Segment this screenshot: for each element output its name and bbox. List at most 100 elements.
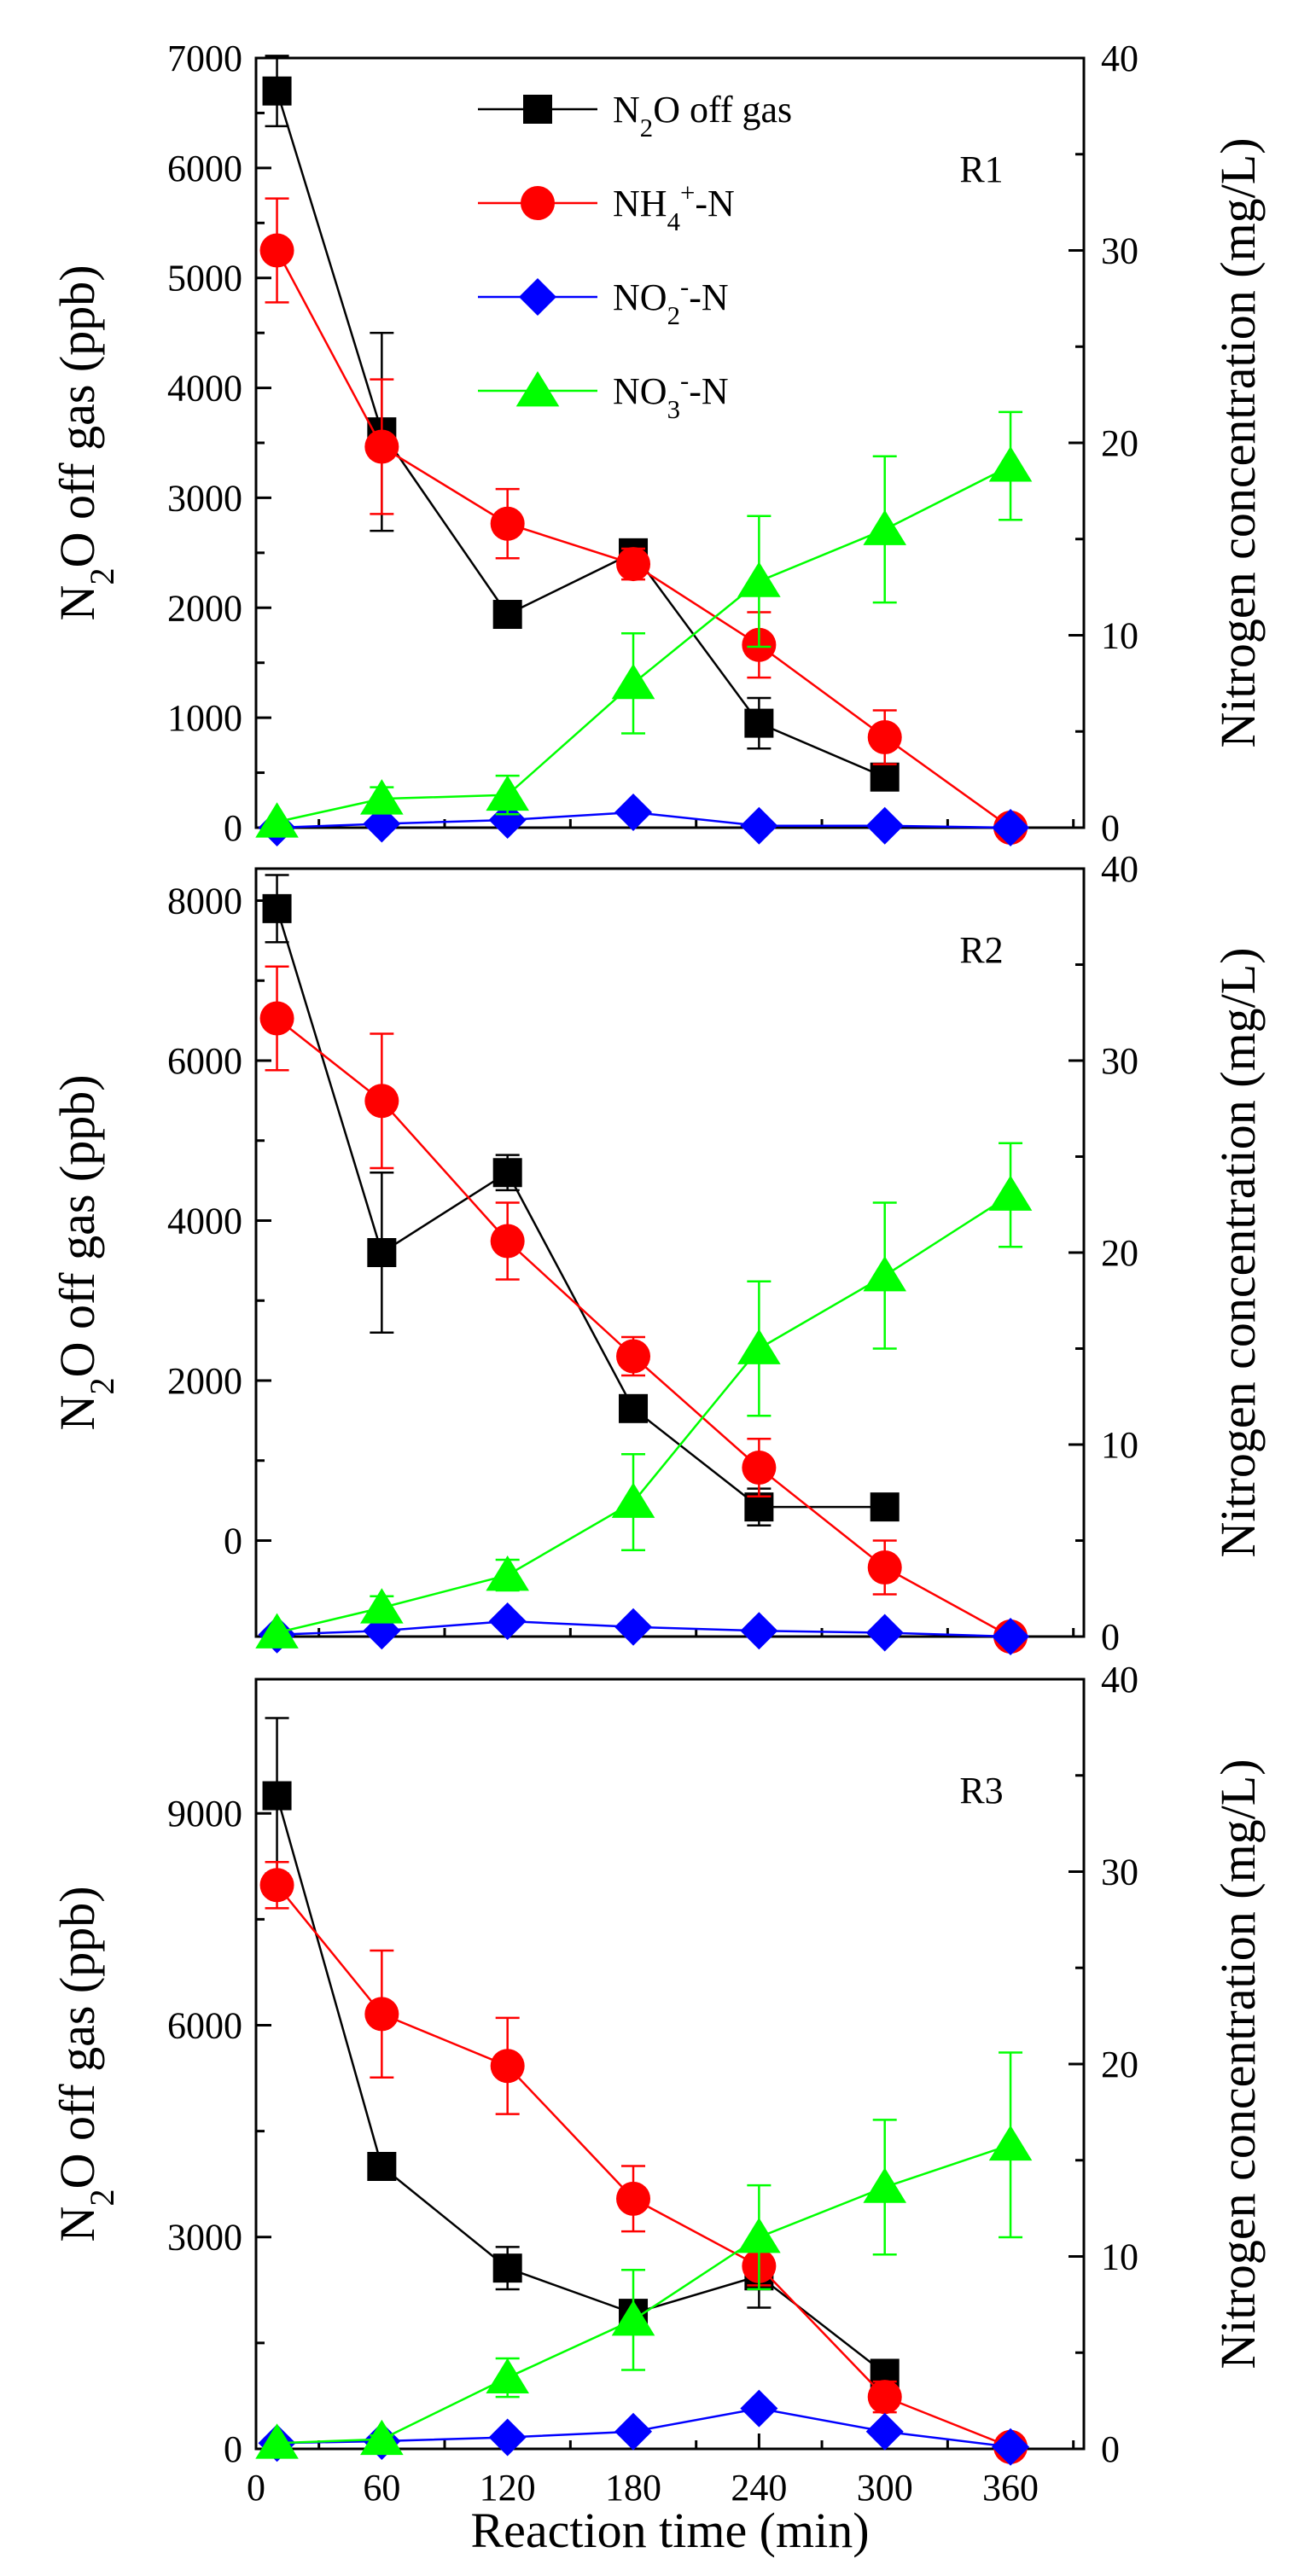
data-point (865, 1614, 904, 1652)
left-axis-title: N2O off gas (ppb) (49, 265, 121, 620)
data-point (870, 762, 900, 792)
series-line (276, 1795, 886, 2375)
panel-label: R3 (959, 1770, 1003, 1811)
data-point (364, 429, 399, 464)
data-point (259, 1001, 294, 1036)
legend-label: N2O off gas (613, 89, 792, 142)
legend-label-part: N (613, 89, 640, 131)
left-axis-title-part: 2 (83, 1377, 121, 1394)
right-tick-label: 20 (1101, 422, 1138, 464)
data-point (863, 1256, 907, 1292)
data-point (863, 509, 907, 545)
data-point (740, 806, 778, 845)
data-point (360, 779, 404, 815)
right-tick-label: 30 (1101, 1852, 1138, 1893)
data-point (367, 2151, 397, 2181)
panel-r2: 0 2000 4000 6000 8000 0 10 20 30 40 N2O off gas (p… (49, 848, 1266, 1658)
left-tick-label: 6000 (167, 148, 242, 189)
left-axis-title-part: 2 (83, 2189, 121, 2206)
legend-label: NO3--N (613, 366, 729, 424)
left-axis-title-part: N (49, 1395, 105, 1431)
x-tick-label: 360 (982, 2467, 1039, 2509)
legend-label-part: + (680, 178, 695, 207)
left-tick-label: 0 (224, 1521, 242, 1562)
left-axis-title-part: N (49, 585, 105, 621)
data-point (988, 1175, 1033, 1211)
data-point (490, 2049, 525, 2084)
data-point (867, 1550, 902, 1585)
right-tick-label: 40 (1101, 848, 1138, 890)
left-tick-label: 7000 (167, 38, 242, 79)
left-axis-title-part: O off gas (ppb) (49, 1886, 105, 2189)
data-point (492, 2253, 522, 2283)
data-point (255, 802, 299, 838)
right-axis-title: Nitrogen concentration (mg/L) (1210, 947, 1266, 1557)
data-point (865, 2412, 904, 2451)
data-point (616, 2181, 651, 2216)
right-tick-label: 40 (1101, 38, 1138, 79)
right-tick-label: 30 (1101, 230, 1138, 272)
data-point (259, 1868, 294, 1903)
data-point (867, 2380, 902, 2415)
left-tick-label: 2000 (167, 1360, 242, 1402)
panel-label: R2 (959, 929, 1003, 971)
legend-label-part: - (680, 366, 689, 395)
data-point (262, 893, 292, 923)
data-point (614, 2412, 653, 2451)
legend-label-part: 2 (640, 113, 653, 142)
data-point (737, 1329, 781, 1364)
series-square (262, 55, 900, 792)
data-point (492, 600, 522, 630)
left-axis-title-part: 2 (83, 567, 121, 584)
data-point (488, 2418, 527, 2457)
data-point (616, 1339, 651, 1374)
data-point (486, 1555, 529, 1591)
data-point (611, 2300, 655, 2336)
left-tick-label: 3000 (167, 477, 242, 519)
right-tick-label: 0 (1101, 1616, 1120, 1658)
right-tick-label: 0 (1101, 2428, 1120, 2470)
right-tick-label: 0 (1101, 807, 1120, 849)
data-point (492, 1158, 522, 1188)
data-point (255, 1613, 299, 1649)
data-point (614, 793, 653, 831)
right-tick-label: 10 (1101, 615, 1138, 657)
data-point (863, 2167, 907, 2203)
data-point (611, 663, 655, 700)
left-axis-title: N2O off gas (ppb) (49, 1074, 121, 1430)
right-tick-label: 40 (1101, 1659, 1138, 1701)
left-axis-title-part: N (49, 2207, 105, 2242)
data-point (867, 720, 902, 755)
legend-label-part: O off gas (653, 89, 792, 131)
data-point (992, 1618, 1030, 1655)
left-tick-label: 1000 (167, 697, 242, 739)
data-point (737, 561, 781, 597)
left-tick-label: 0 (224, 807, 242, 849)
data-point (616, 547, 651, 582)
data-point (737, 2217, 781, 2253)
left-tick-label: 6000 (167, 1040, 242, 1082)
right-tick-label: 10 (1101, 1424, 1138, 1466)
left-tick-label: 0 (224, 2428, 242, 2470)
legend-marker (519, 278, 556, 316)
data-point (360, 1588, 404, 1624)
legend-label-part: -N (689, 370, 728, 412)
left-tick-label: 6000 (167, 2004, 242, 2046)
data-point (870, 1492, 900, 1522)
left-axis-title-part: O off gas (ppb) (49, 1074, 105, 1377)
data-point (619, 1393, 649, 1423)
left-tick-label: 4000 (167, 1201, 242, 1242)
left-tick-label: 4000 (167, 368, 242, 410)
data-point (740, 2389, 778, 2428)
data-point (988, 446, 1033, 482)
series-triangle (255, 410, 1033, 838)
legend-label-part: -N (695, 183, 734, 224)
data-point (486, 775, 529, 811)
data-point (486, 2358, 529, 2393)
x-tick-label: 240 (731, 2467, 787, 2509)
data-point (364, 1997, 399, 2032)
right-tick-label: 10 (1101, 2236, 1138, 2278)
left-tick-label: 9000 (167, 1793, 242, 1835)
